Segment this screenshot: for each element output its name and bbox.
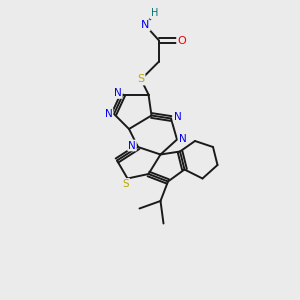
Text: O: O xyxy=(177,35,186,46)
Text: S: S xyxy=(137,74,145,85)
Text: N: N xyxy=(128,140,136,151)
Text: S: S xyxy=(123,179,129,189)
Text: N: N xyxy=(174,112,182,122)
Text: N: N xyxy=(105,109,112,119)
Text: H: H xyxy=(151,8,158,19)
Text: N: N xyxy=(178,134,186,145)
Text: N: N xyxy=(114,88,122,98)
Text: N: N xyxy=(141,20,150,31)
